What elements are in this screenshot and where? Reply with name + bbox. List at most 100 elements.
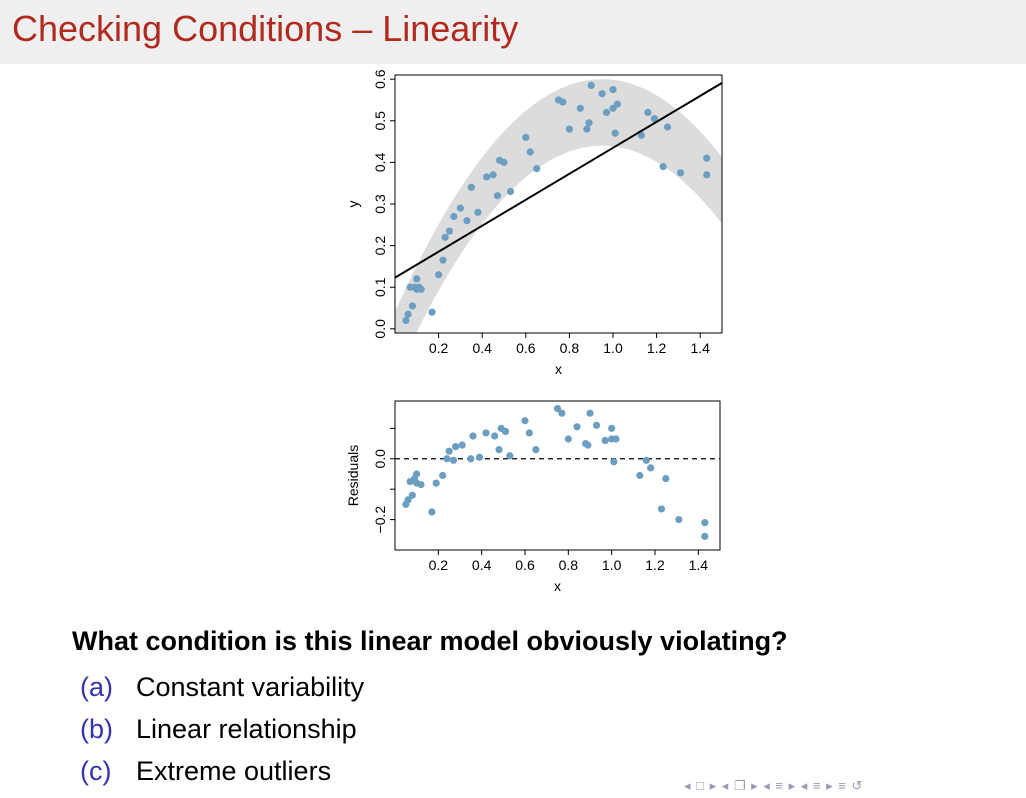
data-point — [432, 479, 440, 487]
data-point — [532, 446, 540, 454]
y-tick-label: −0.2 — [372, 506, 388, 534]
data-point — [413, 275, 421, 283]
data-point — [587, 81, 595, 90]
data-point — [475, 453, 484, 461]
data-point — [452, 443, 460, 451]
y-tick-label: 0.3 — [372, 194, 388, 214]
data-point — [458, 441, 466, 449]
x-tick-label: 0.6 — [516, 340, 536, 356]
data-point — [435, 271, 443, 279]
data-point — [404, 496, 412, 504]
data-point — [417, 285, 425, 293]
option-text: Extreme outliers — [136, 756, 332, 786]
data-point — [489, 171, 497, 179]
data-point — [521, 417, 529, 425]
beamer-navigation-icons[interactable]: ◂ □ ▸ ◂ ❐ ▸ ◂ ≡ ▸ ◂ ≡ ▸ ≡ ↺ — [684, 778, 864, 793]
y-axis-label: Residuals — [345, 445, 361, 506]
data-point — [564, 435, 572, 443]
data-point — [408, 491, 416, 499]
data-point — [506, 452, 514, 460]
option-letter: (a) — [80, 672, 113, 702]
data-point — [482, 429, 490, 437]
x-tick-label: 0.2 — [429, 340, 449, 356]
option-letter: (b) — [80, 714, 113, 744]
regression-line — [395, 82, 722, 279]
x-tick-label: 1.4 — [690, 340, 710, 356]
data-point — [413, 470, 421, 478]
data-point — [467, 455, 475, 463]
data-point — [703, 171, 711, 179]
y-tick-label: 0.6 — [372, 69, 388, 89]
data-point — [584, 441, 592, 449]
data-point — [402, 316, 410, 325]
data-point — [609, 85, 617, 94]
data-point — [501, 427, 510, 436]
scatter-chart: 0.2 0.4 0.6 0.8 1.0 1.2 1.4 x 0.0 0.1 0.2 0.3 0.4 0.5… — [345, 69, 723, 377]
option-letter: (c) — [80, 756, 112, 786]
data-point — [644, 108, 652, 117]
data-point — [469, 432, 477, 440]
y-tick-label: 0.0 — [372, 449, 388, 469]
data-point — [404, 310, 412, 318]
y-tick-label: 0.5 — [372, 111, 388, 131]
data-point — [439, 471, 447, 480]
data-point — [525, 429, 533, 437]
title-bar: Checking Conditions – Linearity — [0, 0, 1026, 64]
data-point — [601, 436, 609, 445]
data-point — [659, 162, 667, 171]
option-a[interactable]: (a) Constant variability — [80, 672, 364, 714]
y-tick-label: 0.4 — [372, 152, 388, 172]
data-point — [583, 125, 591, 133]
data-point — [428, 308, 436, 316]
data-point — [701, 532, 709, 540]
data-point — [573, 423, 581, 431]
data-point — [408, 302, 417, 310]
slide-title: Checking Conditions – Linearity — [12, 8, 519, 49]
x-tick-label: 1.4 — [689, 557, 709, 573]
y-tick-label: 0.2 — [372, 236, 388, 256]
data-point — [463, 217, 471, 225]
data-point — [565, 125, 574, 133]
data-point — [495, 446, 503, 454]
residual-chart: 0.2 0.4 0.6 0.8 1.0 1.2 1.4 x −0.2 0.0 Residuals — [345, 400, 721, 594]
data-point — [675, 515, 683, 524]
data-point — [676, 169, 685, 177]
data-point — [467, 183, 475, 191]
x-tick-label: 0.2 — [429, 557, 449, 573]
data-point — [559, 98, 567, 106]
data-point — [657, 505, 666, 513]
y-tick-label: 0.1 — [372, 277, 388, 297]
x-tick-label: 0.4 — [472, 340, 492, 356]
option-text: Constant variability — [136, 672, 365, 702]
y-tick-label: 0.0 — [372, 319, 388, 339]
data-point — [592, 421, 601, 429]
data-point — [558, 409, 566, 417]
data-point — [493, 192, 502, 200]
option-c[interactable]: (c) Extreme outliers — [80, 756, 364, 798]
data-point — [598, 90, 606, 98]
x-tick-label: 0.6 — [515, 557, 535, 573]
data-point — [663, 123, 672, 131]
data-point — [445, 227, 454, 235]
option-b[interactable]: (b) Linear relationship — [80, 714, 364, 756]
data-point — [650, 115, 659, 123]
data-point — [443, 455, 451, 463]
x-tick-label: 0.8 — [559, 557, 579, 573]
plot-frame — [394, 400, 721, 551]
x-axis-label: x — [555, 361, 562, 377]
data-point — [533, 165, 541, 173]
data-point — [439, 256, 447, 264]
x-tick-label: 1.2 — [645, 557, 665, 573]
answer-options: (a) Constant variability (b) Linear relati… — [80, 672, 364, 798]
data-point — [474, 208, 482, 216]
x-tick-label: 1.2 — [647, 340, 667, 356]
x-axis-label: x — [554, 578, 561, 594]
data-point — [585, 119, 593, 127]
data-point — [553, 405, 562, 413]
x-tick-label: 1.0 — [602, 557, 622, 573]
data-point — [642, 456, 650, 464]
data-point — [522, 133, 530, 142]
data-point — [506, 187, 515, 196]
data-point — [491, 432, 499, 440]
